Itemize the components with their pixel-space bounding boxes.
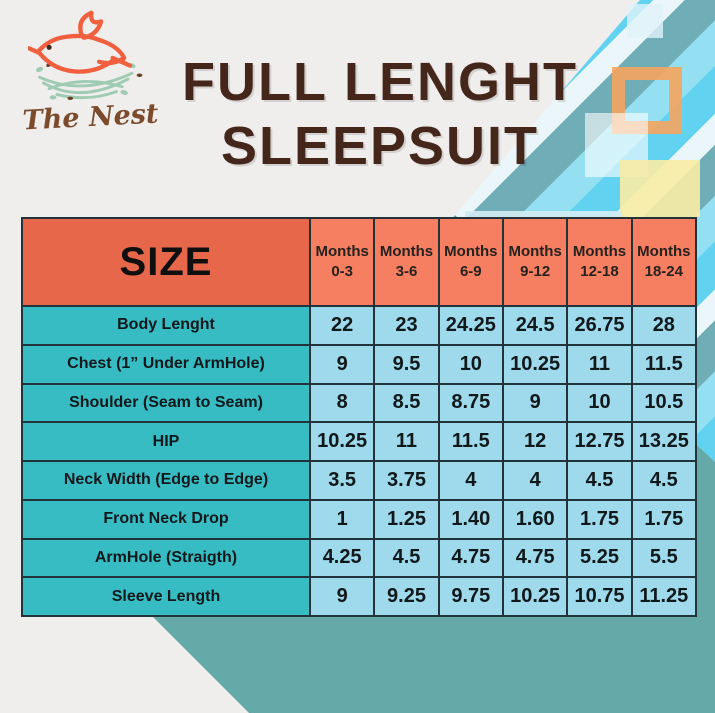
size-value-cell: 1.40 [439,500,502,538]
column-header-months-6-9: Months 6-9 [439,219,502,305]
size-value-cell: 1 [311,500,374,538]
size-value-cell: 1.75 [568,500,631,538]
size-value-cell: 4.75 [503,539,567,577]
row-label-neck-width: Neck Width (Edge to Edge) [23,462,309,499]
size-value-cell: 3.75 [375,462,438,499]
row-label-sleeve-length: Sleeve Length [23,578,309,615]
size-value-cell: 4 [439,462,502,499]
column-header-months-9-12: Months 9-12 [503,219,567,305]
size-value-cell: 11.5 [439,423,502,460]
size-value-cell: 4.5 [632,462,695,499]
size-value-cell: 10.25 [503,345,567,383]
size-value-cell: 9.5 [375,345,438,383]
size-value-cell: 3.5 [311,462,374,499]
size-value-cell: 9 [311,345,374,383]
row-label-chest: Chest (1” Under ArmHole) [23,345,309,383]
size-value-cell: 8.75 [439,384,502,422]
size-value-cell: 10.25 [311,423,374,460]
bird-nest-logo-icon [28,10,143,101]
corner-header-size: SIZE [23,219,309,305]
size-value-cell: 4.5 [568,462,631,499]
column-header-months-12-18: Months 12-18 [568,219,631,305]
size-value-cell: 8 [311,384,374,422]
row-label-body-lenght: Body Lenght [23,307,309,344]
size-value-cell: 9.75 [439,578,502,615]
size-value-cell: 22 [311,307,374,344]
size-value-cell: 5.5 [632,539,695,577]
size-value-cell: 4.25 [311,539,374,577]
size-value-cell: 11 [375,423,438,460]
size-value-cell: 4.75 [439,539,502,577]
pale-blue-square [627,4,663,38]
size-value-cell: 10 [439,345,502,383]
row-label-hip: HIP [23,423,309,460]
size-value-cell: 28 [632,307,695,344]
brand-logo: The Nest [18,6,163,156]
size-value-cell: 9 [503,384,567,422]
row-label-armhole: ArmHole (Straigth) [23,539,309,577]
size-chart-table: SIZE Months 0-3 Months 3-6 Months 6-9 Mo… [21,217,697,617]
brand-name: The Nest [21,98,160,137]
size-value-cell: 10.25 [503,578,567,615]
size-value-cell: 23 [375,307,438,344]
size-value-cell: 26.75 [568,307,631,344]
size-value-cell: 10.5 [632,384,695,422]
row-label-shoulder: Shoulder (Seam to Seam) [23,384,309,422]
yellow-square [620,160,700,217]
size-value-cell: 8.5 [375,384,438,422]
size-value-cell: 4 [503,462,567,499]
size-value-cell: 10.75 [568,578,631,615]
size-value-cell: 11.25 [632,578,695,615]
size-value-cell: 13.25 [632,423,695,460]
size-value-cell: 24.5 [503,307,567,344]
size-value-cell: 10 [568,384,631,422]
page-title-line2: SLEEPSUIT [220,116,540,176]
size-value-cell: 12 [503,423,567,460]
size-value-cell: 12.75 [568,423,631,460]
size-value-cell: 4.5 [375,539,438,577]
size-value-cell: 1.25 [375,500,438,538]
row-label-front-neck-drop: Front Neck Drop [23,500,309,538]
page-title-line1: FULL LENGHT [182,52,578,112]
column-header-months-18-24: Months 18-24 [632,219,695,305]
size-value-cell: 5.25 [568,539,631,577]
column-header-months-3-6: Months 3-6 [375,219,438,305]
page-title: FULL LENGHT SLEEPSUIT [150,50,610,178]
size-value-cell: 9 [311,578,374,615]
size-value-cell: 24.25 [439,307,502,344]
column-header-months-0-3: Months 0-3 [311,219,374,305]
size-value-cell: 1.75 [632,500,695,538]
size-value-cell: 11.5 [632,345,695,383]
light-blue-strip [465,211,622,218]
size-value-cell: 9.25 [375,578,438,615]
size-value-cell: 1.60 [503,500,567,538]
size-value-cell: 11 [568,345,631,383]
